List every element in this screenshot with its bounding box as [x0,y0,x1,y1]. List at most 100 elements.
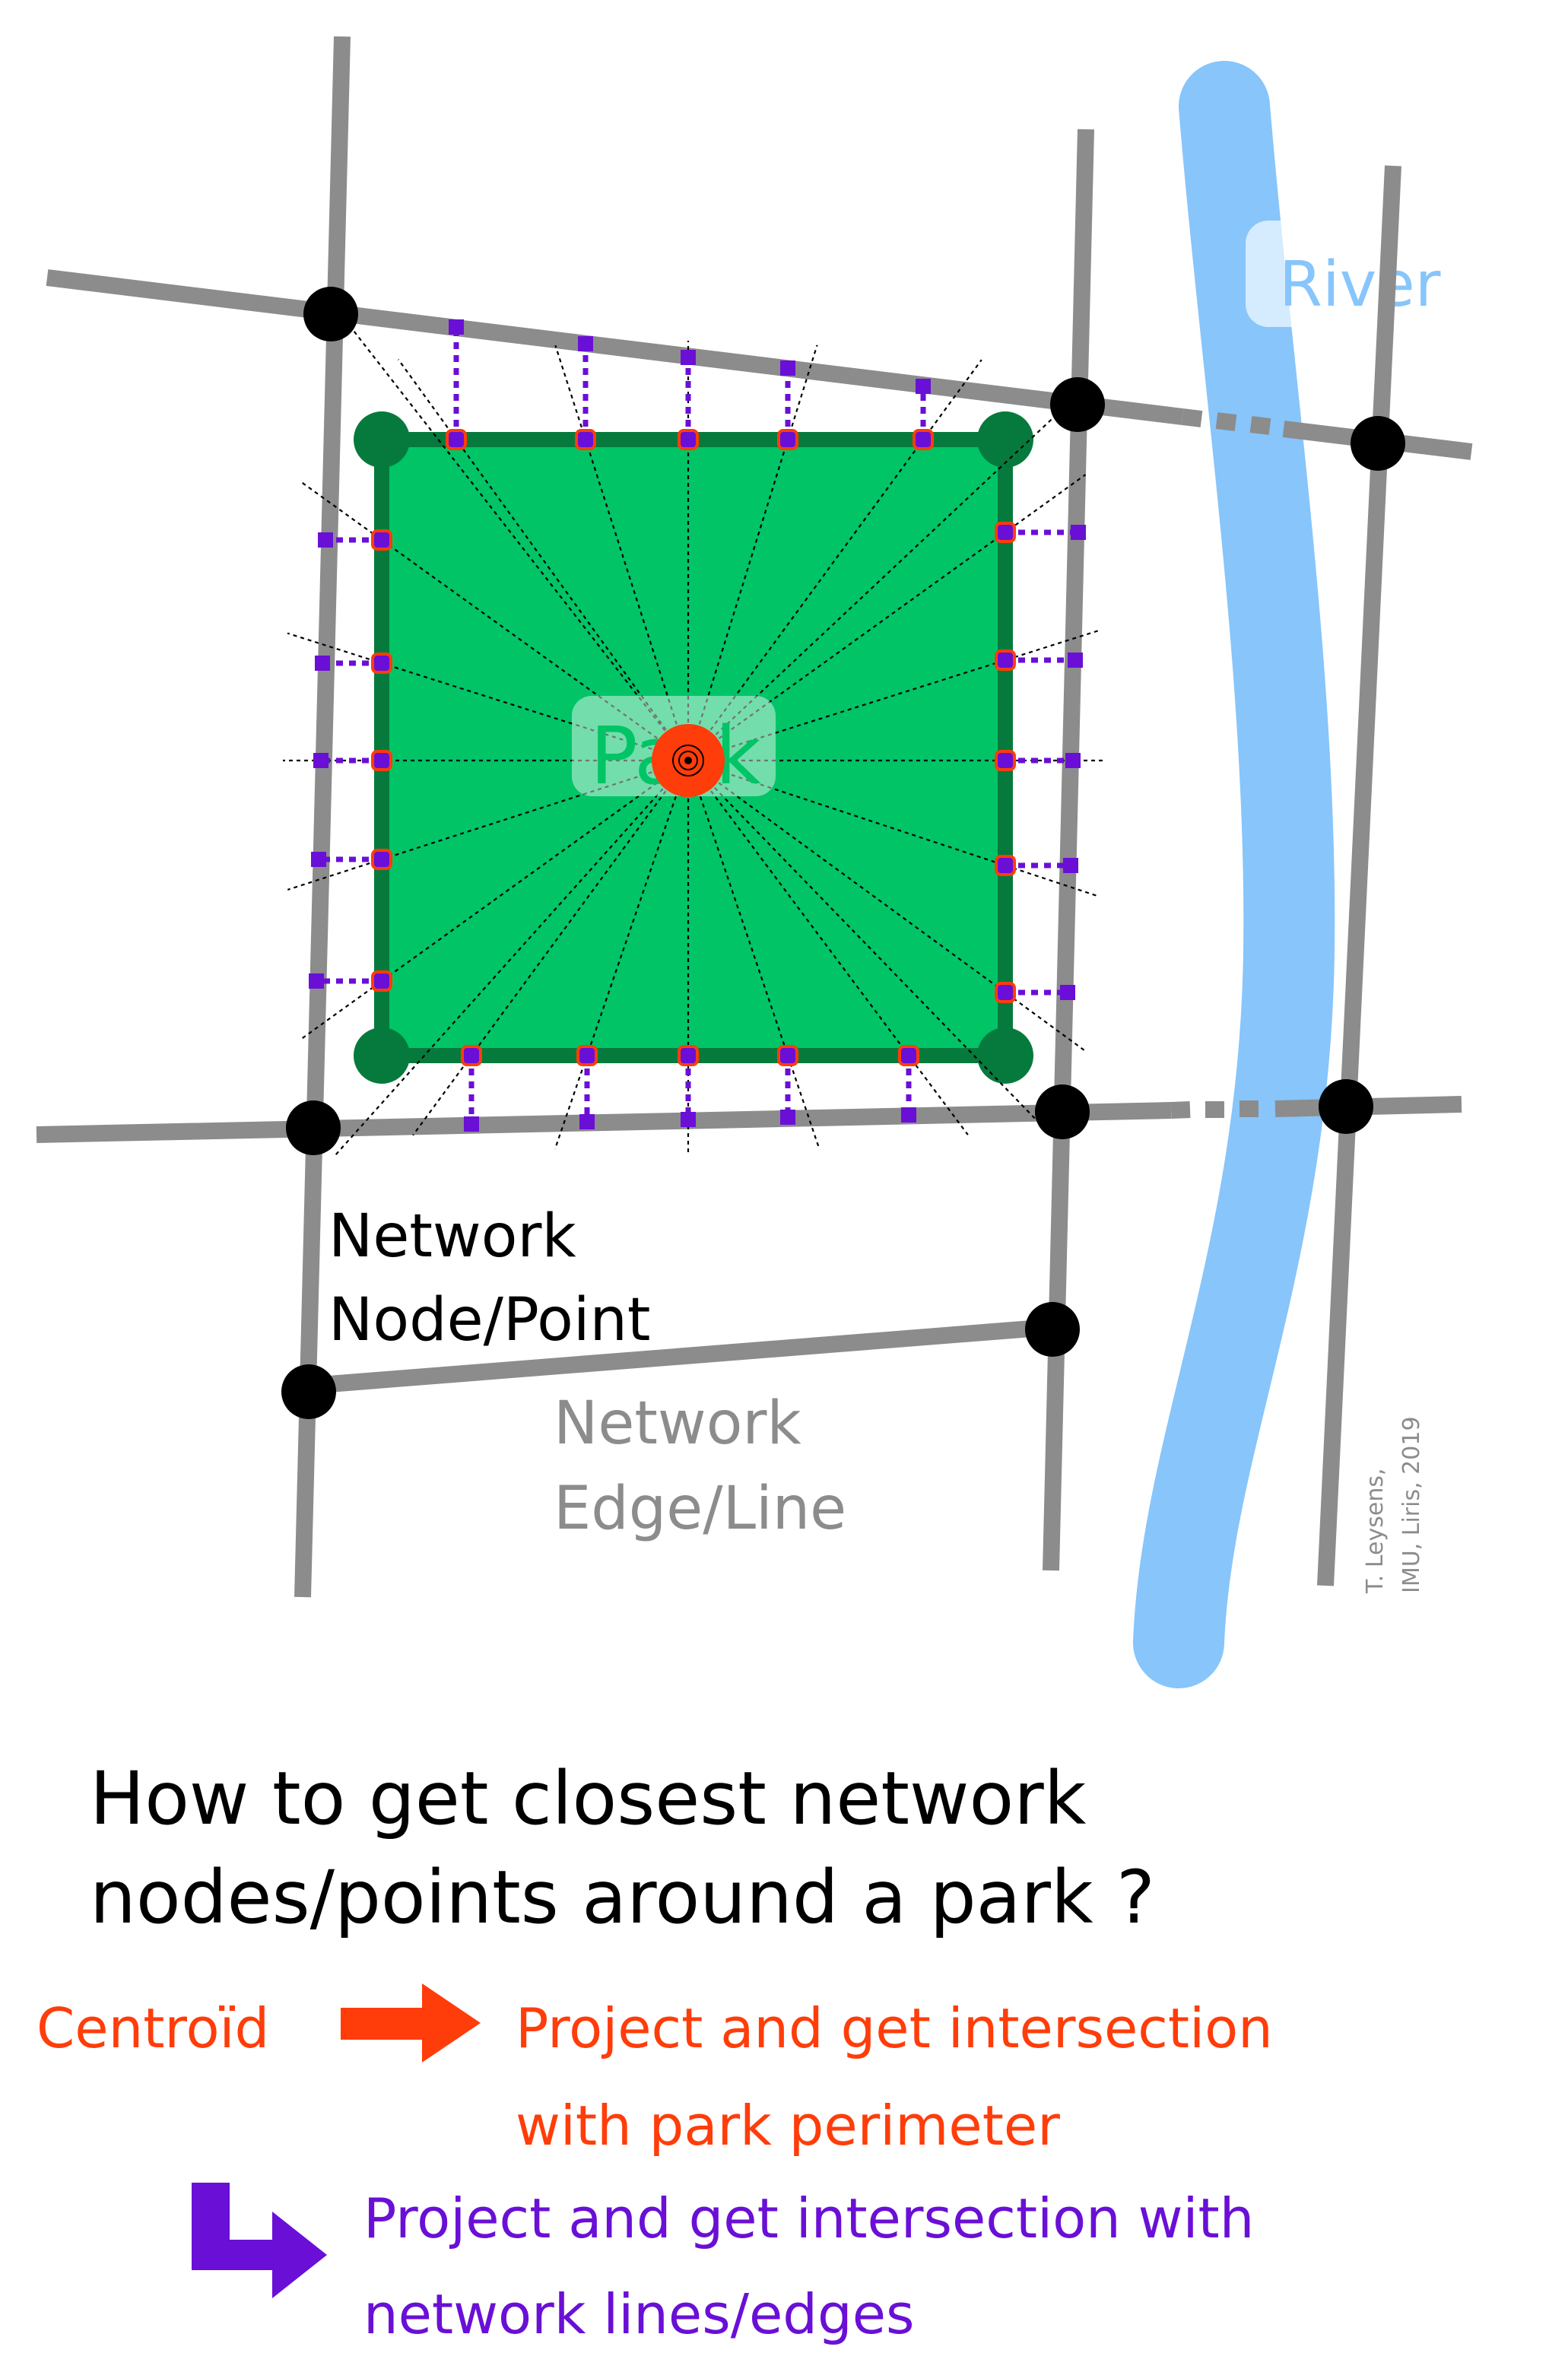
bridge-dashes [1170,408,1271,1119]
perimeter-intersection-point [678,429,699,450]
centroid-ray [287,759,689,891]
orange-arrow-icon [341,1983,481,2063]
edge-intersection-point [1063,858,1078,873]
perimeter-intersection-point [371,849,392,870]
node [1319,1079,1373,1134]
perimeter-intersection-point [777,429,798,450]
centroid-ray [334,760,689,1157]
centroid-ray [687,410,1062,761]
edge-intersection-point [315,656,330,671]
edge-intersection-point [1065,753,1081,768]
perimeter-intersection-point [913,429,934,450]
centroid-ray [397,358,689,761]
road-right [1317,165,1401,1586]
edge-intersection-point [313,753,329,768]
node [1035,1084,1090,1139]
river: River [1133,61,1466,1688]
node-label-line1: Network [329,1202,576,1271]
node [303,287,358,341]
perimeter-intersection-point [995,750,1016,771]
perimeter-intersection-point [995,649,1016,671]
perimeter-intersection-point [995,982,1016,1003]
perimeter-intersections [371,429,1016,1066]
edge-intersection-point [780,360,795,376]
perimeter-intersection-point [678,1045,699,1066]
perimeter-intersection-point [461,1045,482,1066]
node [1025,1302,1080,1357]
centroid-ray [554,760,690,1150]
perimeter-intersection-point [995,855,1016,876]
edge-intersection-point [449,319,464,335]
edge-intersection-point [579,1114,595,1129]
centroid-ray [687,760,969,1135]
river-label: River [1279,249,1441,321]
edge-intersection-point [1060,985,1075,1000]
perimeter-intersection-point [777,1045,798,1066]
step2-line1: Project and get intersection with [363,2186,1254,2250]
edge-intersection-point [1071,525,1086,540]
road-top [46,269,1184,425]
edge-intersection-point [318,532,333,548]
step1-line2: with park perimeter [516,2094,1060,2158]
edge-intersection-point [464,1116,479,1132]
edge-intersection-point [916,379,931,394]
step2-line2: network lines/edges [363,2282,915,2346]
edge-intersection-point [901,1107,916,1123]
centroid-ray [300,760,689,1040]
perimeter-intersection-point [371,750,392,771]
centroid-ray [300,481,689,761]
purple-corner-arrow-icon [192,2183,327,2298]
perimeter-intersection-point [371,653,392,674]
centroid-ray [326,296,689,761]
node [281,1364,336,1419]
centroid-ray [687,759,1100,897]
centroid-ray [687,760,1043,1126]
node-label-line2: Node/Point [329,1286,651,1354]
edge-intersection-point [1068,653,1083,668]
centroid-ray [287,632,689,762]
perimeter-intersection-point [575,429,596,450]
park [354,411,1033,1084]
perimeter-intersection-point [898,1045,919,1066]
perimeter-intersection-point [576,1045,598,1066]
edge-intersection-point [311,852,326,867]
node [1351,416,1405,471]
edge-label-line2: Edge/Line [554,1475,846,1543]
question-line2: nodes/points around a park ? [90,1855,1155,1940]
park-corner-sw [354,1027,410,1084]
centroid-point [652,724,725,797]
edge-intersection-point [681,1112,696,1127]
perimeter-intersection-point [995,522,1016,543]
road-left [294,36,351,1598]
edge-intersection-point [578,336,593,351]
node [1050,377,1105,432]
network-projections [316,327,1078,1124]
centroid-ray [687,629,1100,762]
step1-line1: Project and get intersection [516,1996,1273,2060]
centroid-label: Centroïd [37,1996,269,2060]
road-lower [309,1319,1052,1394]
road-bottom [36,1102,1172,1143]
node [286,1100,341,1155]
centroid-ray [412,760,689,1136]
network-nodes [281,287,1405,1419]
river-label-box [1246,221,1466,327]
edge-label-line1: Network [554,1389,801,1458]
centroid-ray [687,760,1086,1052]
edge-intersection-point [780,1110,795,1125]
park-corner-nw [354,411,410,468]
question-line1: How to get closest network [90,1756,1087,1841]
edge-intersection-point [309,973,324,989]
network-projection-points [309,319,1086,1132]
perimeter-intersection-point [446,429,467,450]
centroid-ray [687,359,982,761]
park-corner-se [977,1027,1033,1084]
perimeter-intersection-point [371,970,392,992]
centroid-rays [283,296,1104,1157]
edge-intersection-point [681,350,696,365]
credit-line1: T. Leysens, [1362,1468,1389,1594]
perimeter-intersection-point [371,529,392,551]
credit-line2: IMU, Liris, 2019 [1398,1416,1425,1593]
centroid-ray [687,474,1087,761]
